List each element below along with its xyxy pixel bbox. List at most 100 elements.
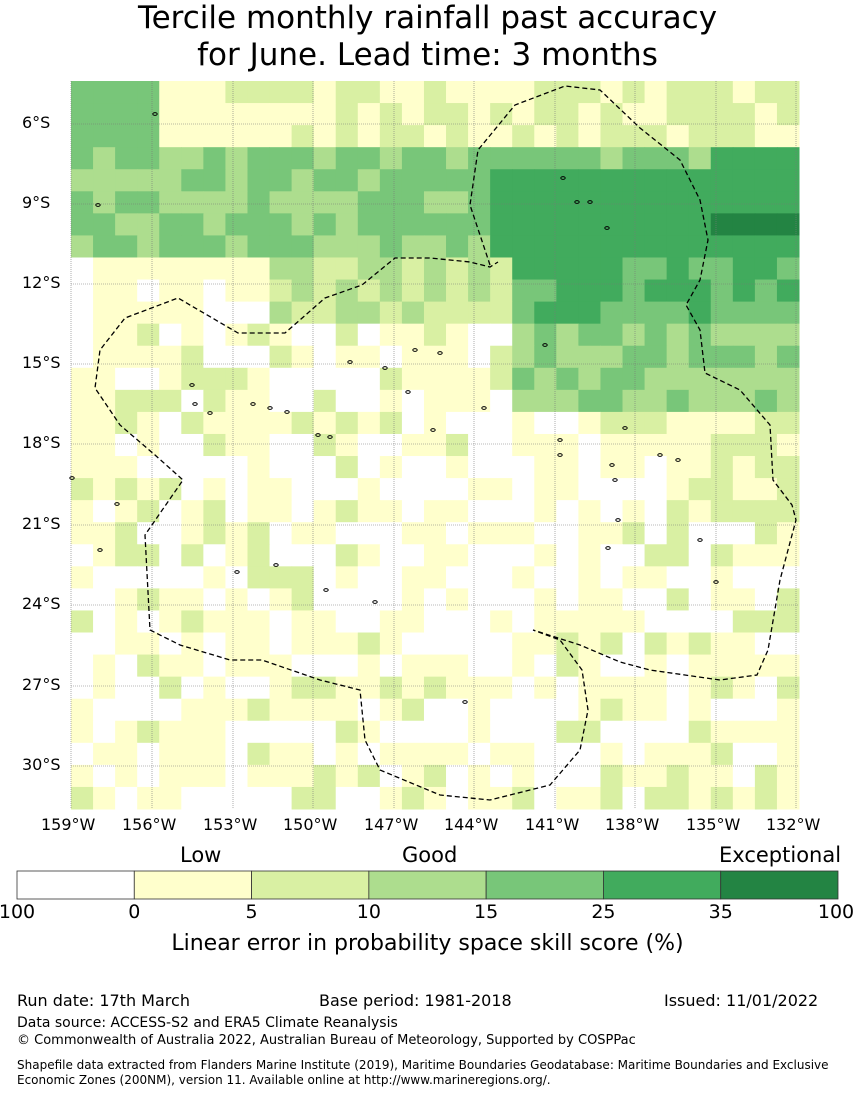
- grid-cell: [313, 632, 337, 656]
- grid-cell: [468, 478, 491, 501]
- grid-cell: [71, 456, 94, 479]
- grid-cell: [644, 411, 668, 435]
- grid-cell: [269, 522, 293, 545]
- grid-cell: [754, 125, 778, 148]
- grid-cell: [754, 323, 778, 347]
- grid-cell: [159, 544, 182, 567]
- grid-cell: [159, 720, 182, 744]
- colorbar-category-good: Good: [402, 843, 458, 867]
- grid-cell: [512, 764, 535, 788]
- grid-cell: [137, 742, 160, 766]
- grid-cell: [600, 433, 624, 457]
- grid-cell: [732, 411, 756, 435]
- grid-cell: [600, 257, 624, 281]
- grid-cell: [423, 345, 447, 369]
- island-outlines: [69, 112, 719, 704]
- grid-cell: [423, 411, 447, 435]
- grid-cell: [93, 257, 116, 281]
- colorbar-category-exceptional: Exceptional: [719, 843, 842, 867]
- grid-cell: [379, 235, 403, 258]
- grid-cell: [556, 478, 579, 501]
- grid-cell: [93, 147, 116, 170]
- grid-cell: [335, 698, 359, 722]
- grid-cell: [115, 411, 138, 435]
- grid-cell: [335, 389, 359, 413]
- grid-cell: [203, 698, 226, 722]
- grid-cell: [269, 433, 293, 457]
- colorbar: [16, 870, 839, 900]
- grid-cell: [600, 544, 624, 567]
- grid-cell: [423, 169, 447, 192]
- grid-cell: [137, 500, 160, 523]
- grid-cell: [93, 632, 116, 656]
- grid-cell: [776, 411, 800, 435]
- grid-cell: [93, 676, 116, 700]
- grid-cell: [468, 345, 491, 369]
- grid-cell: [247, 323, 271, 347]
- grid-cell: [335, 610, 359, 634]
- grid-cell: [754, 235, 778, 258]
- grid-cell: [776, 235, 800, 258]
- grid-cell: [93, 544, 116, 567]
- grid-cell: [137, 323, 160, 347]
- grid-cell: [578, 456, 601, 479]
- grid-cell: [247, 257, 271, 281]
- grid-cell: [732, 235, 756, 258]
- grid-cell: [357, 103, 381, 126]
- grid-cell: [247, 367, 271, 391]
- grid-cell: [313, 169, 337, 192]
- grid-cell: [225, 367, 248, 391]
- grid-cell: [666, 213, 690, 236]
- grid-cell: [269, 456, 293, 479]
- grid-cell: [776, 191, 800, 214]
- grid-cell: [93, 588, 116, 611]
- grid-cell: [534, 191, 557, 214]
- grid-cell: [512, 632, 535, 656]
- grid-cell: [512, 654, 535, 678]
- grid-cell: [490, 478, 513, 501]
- grid-cell: [401, 720, 425, 744]
- grid-cell: [225, 654, 248, 678]
- grid-cell: [490, 433, 513, 457]
- longitude-label: 147°W: [364, 815, 419, 834]
- grid-cell: [710, 632, 734, 656]
- grid-cell: [115, 742, 138, 766]
- grid-cell: [115, 345, 138, 369]
- grid-cell: [776, 257, 800, 281]
- island: [192, 402, 198, 406]
- grid-cell: [71, 301, 94, 325]
- grid-cell: [291, 147, 315, 170]
- colorbar-tick-label: 25: [591, 901, 616, 923]
- grid-cell: [578, 742, 601, 766]
- grid-cell: [181, 478, 204, 501]
- grid-cell: [666, 125, 690, 148]
- grid-cell: [578, 522, 601, 545]
- grid-cell: [115, 566, 138, 589]
- grid-cell: [137, 566, 160, 589]
- grid-cell: [446, 544, 469, 567]
- grid-cell: [578, 191, 601, 214]
- grid-cell: [644, 632, 668, 656]
- colorbar-tick-label: 35: [708, 901, 733, 923]
- grid-cell: [335, 213, 359, 236]
- colorbar-segment: [720, 870, 839, 900]
- grid-cell: [401, 279, 425, 303]
- grid-cell: [93, 698, 116, 722]
- grid-cell: [468, 103, 491, 126]
- grid-cell: [710, 213, 734, 236]
- grid-cell: [732, 456, 756, 479]
- grid-cell: [754, 632, 778, 656]
- grid-cell: [291, 411, 315, 435]
- grid-cell: [401, 213, 425, 236]
- grid-cell: [181, 169, 204, 192]
- grid-cell: [137, 125, 160, 148]
- grid-cell: [468, 367, 491, 391]
- grid-cell: [401, 544, 425, 567]
- grid-cell: [600, 147, 624, 170]
- grid-cell: [688, 257, 712, 281]
- colorbar-segment: [368, 870, 487, 900]
- grid-cell: [776, 786, 800, 810]
- grid-cell: [622, 213, 646, 236]
- grid-cell: [512, 213, 535, 236]
- grid-cell: [446, 81, 469, 104]
